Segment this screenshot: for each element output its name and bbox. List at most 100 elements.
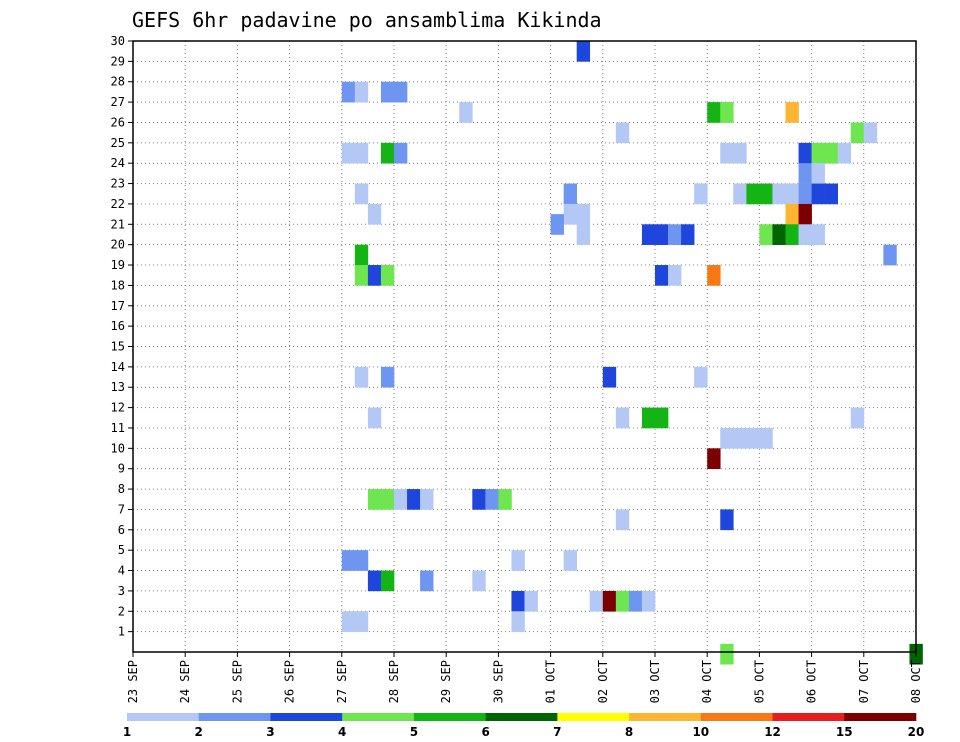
heatmap-cell [720,643,734,665]
heatmap-cell [367,407,382,429]
heatmap-cell [798,163,812,184]
heatmap-cell [798,224,812,245]
heatmap-cell [707,265,721,286]
y-tick-label: 15 [111,340,125,354]
legend-label: 4 [338,725,346,739]
y-tick-label: 16 [111,319,125,333]
y-tick-label: 11 [111,421,125,435]
legend-label: 12 [764,725,781,739]
y-tick-label: 26 [111,115,125,129]
heatmap-cell [615,407,630,429]
heatmap-cell [850,407,865,429]
heatmap-cell [746,183,760,205]
heatmap-cell [798,203,812,225]
heatmap-cell [511,611,525,632]
heatmap-cell [641,224,656,245]
legend-swatch [557,713,630,721]
heatmap-cell [498,489,512,510]
heatmap-cell [367,265,382,286]
y-tick-label: 29 [111,54,125,68]
heatmap-cell [798,142,812,164]
y-tick-label: 5 [118,543,125,557]
legend-swatch [127,713,200,721]
heatmap-cell [341,611,356,632]
heatmap-cell [811,224,825,245]
heatmap-cell [655,407,669,429]
heatmap-cell [341,81,356,103]
heatmap-cell [420,489,434,510]
y-tick-label: 25 [111,136,125,150]
x-tick-label: 29 SEP [439,660,453,703]
heatmap-cell [628,590,643,612]
y-tick-label: 13 [111,380,125,394]
legend-swatch [342,713,415,721]
heatmap-cell [459,102,473,123]
heatmap-cell [394,81,408,103]
heatmap-cell [380,489,395,510]
legend-swatch [629,713,702,721]
heatmap-cell [615,509,630,531]
y-tick-label: 1 [118,625,125,639]
heatmap-cell [367,570,382,592]
heatmap-cell [746,427,760,449]
y-tick-label: 7 [118,502,125,516]
heatmap-cell [837,142,852,164]
heatmap-cell [694,183,708,205]
heatmap-cell [511,590,525,612]
heatmap-cell [380,570,395,592]
cells-layer [341,41,923,665]
heatmap-cell [733,183,747,205]
heatmap-cell [655,224,669,245]
color-legend: 1 2 3 4 5 6 7 8 10 12 15 20 [123,713,924,739]
heatmap-cell [720,509,734,531]
legend-label: 10 [692,725,709,739]
y-tick-label: 28 [111,75,125,89]
y-tick-label: 20 [111,238,125,252]
x-tick-label: 05 OCT [752,660,766,703]
x-tick-label: 24 SEP [178,660,192,703]
heatmap-cell [681,224,695,245]
heatmap-cell [550,214,564,235]
heatmap-cell [341,550,356,571]
y-tick-label: 18 [111,278,125,292]
x-tick-label: 01 OCT [544,660,558,703]
heatmap-cell [772,224,786,245]
y-tick-label: 12 [111,401,125,415]
legend-label: 7 [553,725,561,739]
heatmap-cell [641,590,656,612]
legend-swatch [844,713,917,721]
y-tick-label: 30 [111,34,125,48]
legend-label: 8 [625,725,633,739]
x-tick-label: 27 SEP [335,660,349,703]
x-tick-label: 30 SEP [491,660,505,703]
x-tick-label: 28 SEP [387,660,401,703]
heatmap-cell [824,183,838,205]
legend-label: 3 [266,725,274,739]
x-tick-label: 02 OCT [596,660,610,703]
legend-swatch [198,713,271,721]
heatmap-cell [811,142,825,164]
heatmap-cell [354,265,369,286]
heatmap-cell [407,489,421,510]
heatmap-cell [883,244,897,266]
heatmap-cell [472,489,486,510]
heatmap-cell [394,489,408,510]
heatmap-cell [354,366,369,388]
heatmap-cell [785,102,799,123]
heatmap-cell [615,122,630,144]
heatmap-cell [707,448,721,469]
y-tick-label: 19 [111,258,125,272]
heatmap-cell [380,265,395,286]
x-tick-label: 06 OCT [805,660,819,703]
heatmap-cell [394,142,408,164]
heatmap-cell [641,407,656,429]
heatmap-cell [733,142,747,164]
legend-label: 1 [123,725,131,739]
legend-label: 15 [836,725,853,739]
heatmap-cell [811,183,825,205]
y-tick-label: 24 [111,156,125,170]
heatmap-cell [759,427,773,449]
heatmap-cell [863,122,878,144]
chart-title: GEFS 6hr padavine po ansamblima Kikinda [132,8,602,32]
heatmap-cell [850,122,865,144]
